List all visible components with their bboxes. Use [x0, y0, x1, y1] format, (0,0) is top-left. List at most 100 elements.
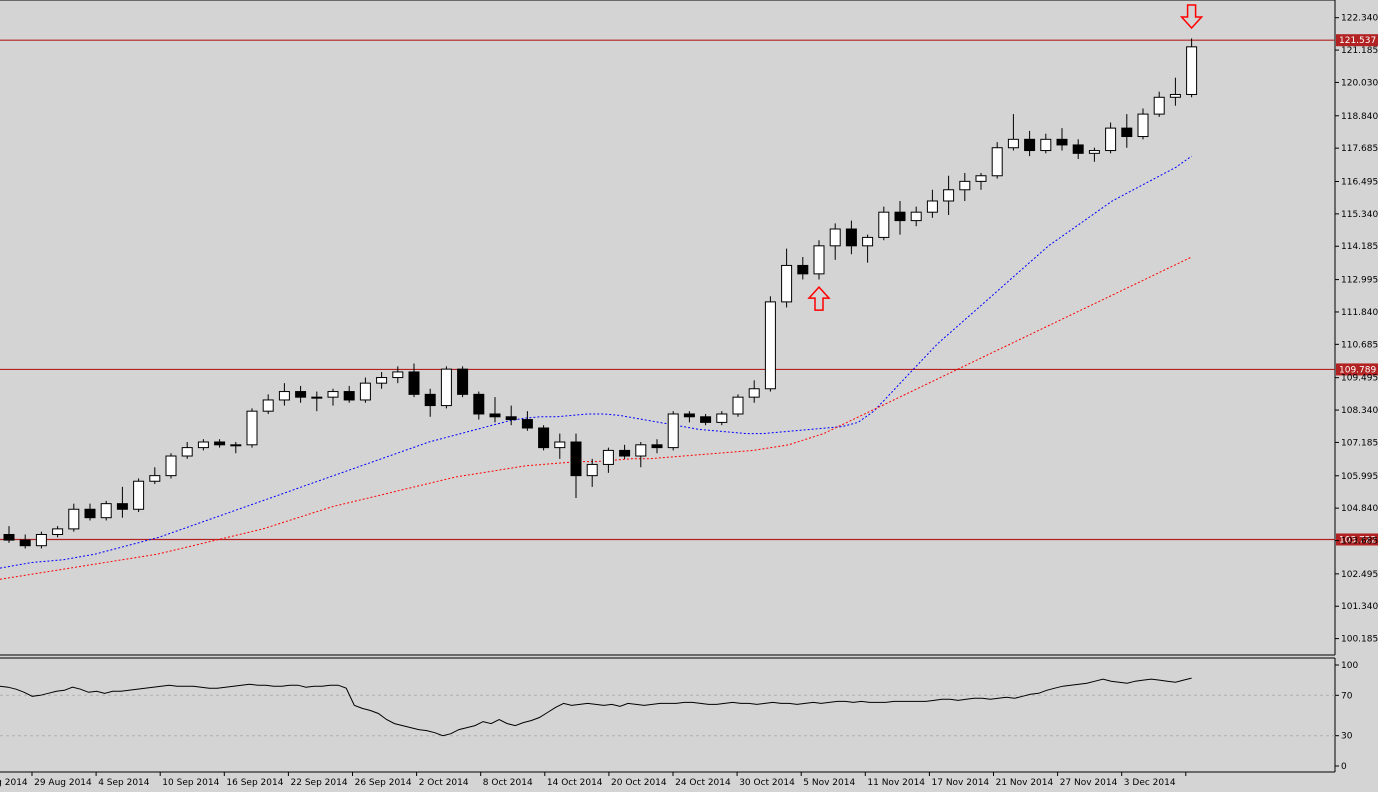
bearish-candle-body — [214, 441, 226, 446]
down-arrow-icon — [1179, 4, 1204, 30]
candle — [829, 223, 841, 260]
price-axis: 122.340 121.185 120.030 118.840 117.685 116.4… — [1335, 14, 1378, 645]
candle — [570, 433, 582, 499]
candle — [68, 503, 80, 532]
candle — [521, 411, 533, 431]
bullish-candle-body — [68, 508, 80, 530]
bullish-candle-body — [52, 528, 64, 535]
bullish-candle-body — [440, 368, 452, 407]
candle — [683, 411, 695, 423]
oscillator-tick-label: 100 — [1341, 661, 1358, 671]
bullish-candle-body — [1153, 96, 1165, 115]
bearish-candle-body — [538, 427, 550, 449]
oscillator-tick-label: 70 — [1341, 691, 1353, 701]
candle — [926, 189, 938, 218]
candle — [230, 442, 242, 454]
time-tick-label: 11 Nov 2014 — [867, 778, 925, 788]
bullish-candle-body — [862, 236, 874, 247]
time-tick-label: 10 Sep 2014 — [162, 778, 219, 788]
price-tick-label: 104.840 — [1341, 504, 1378, 514]
candle — [1040, 133, 1052, 154]
price-tick-label: 114.185 — [1341, 242, 1378, 252]
candle — [197, 439, 209, 451]
bearish-candle-body — [424, 393, 436, 407]
bearish-candle-body — [84, 508, 96, 519]
candle — [1072, 139, 1084, 159]
bullish-candle-body — [35, 533, 47, 547]
bullish-candle-body — [1169, 93, 1181, 98]
time-tick-label: 22 Sep 2014 — [291, 778, 348, 788]
price-tick-label: 100.185 — [1341, 635, 1378, 645]
price-tick-label: 111.840 — [1341, 308, 1378, 318]
candle — [116, 486, 128, 518]
bearish-candle-body — [521, 419, 533, 429]
up-arrow-icon — [807, 285, 831, 311]
time-tick-label: 21 Nov 2014 — [996, 778, 1054, 788]
bullish-candle-body — [1040, 138, 1052, 152]
level-price-label: 109.789 — [1339, 365, 1376, 375]
candle — [862, 234, 874, 263]
bearish-candle-body — [3, 533, 15, 541]
candle — [35, 531, 47, 549]
candle — [619, 444, 631, 459]
candle — [732, 394, 744, 417]
level-price-tag — [1336, 34, 1378, 47]
signal-arrows — [807, 4, 1204, 311]
time-tick-label: 3 Dec 2014 — [1124, 778, 1176, 788]
oscillator-panel: 100 70 30 0 — [0, 657, 1358, 773]
candle — [343, 385, 355, 403]
time-tick-label: 30 Oct 2014 — [739, 778, 795, 788]
price-tick-label: 108.340 — [1341, 406, 1378, 416]
bullish-candle-body — [991, 147, 1003, 177]
bearish-candle-body — [408, 371, 420, 395]
candle — [100, 500, 112, 521]
candle — [959, 172, 971, 201]
price-tick-label: 116.495 — [1341, 178, 1378, 188]
bullish-candle-body — [278, 391, 290, 401]
candle — [1186, 38, 1198, 98]
bullish-candle-body — [975, 175, 987, 182]
bullish-candle-body — [732, 396, 744, 415]
time-tick-label: 16 Sep 2014 — [226, 778, 283, 788]
bearish-candle-body — [570, 441, 582, 477]
candle — [651, 439, 663, 454]
oscillator-levels — [0, 694, 1335, 737]
bearish-candle-body — [505, 416, 517, 421]
candle — [1105, 122, 1117, 154]
candle — [505, 405, 517, 426]
candle — [845, 220, 857, 255]
candle — [262, 394, 274, 414]
bearish-candle-body — [683, 413, 695, 418]
price-tick-label: 107.185 — [1341, 438, 1378, 448]
candle — [586, 458, 598, 487]
price-tick-label: 120.030 — [1341, 78, 1378, 88]
bullish-candle-body — [311, 396, 323, 399]
candle — [975, 172, 987, 190]
oscillator-axis: 100 70 30 0 — [1335, 661, 1358, 772]
bullish-candle-body — [943, 189, 955, 202]
bullish-candle-body — [829, 228, 841, 247]
candle — [1137, 108, 1149, 140]
candle — [359, 377, 371, 403]
level-price-tag — [1336, 363, 1378, 376]
candle — [295, 385, 307, 403]
bullish-candle-body — [910, 211, 922, 222]
moving-averages — [0, 155, 1192, 580]
bullish-candle-body — [667, 413, 679, 449]
price-tick-label: 117.685 — [1341, 144, 1378, 154]
bullish-candle-body — [246, 410, 258, 446]
bearish-candle-body — [651, 444, 663, 449]
candle — [700, 413, 712, 426]
bullish-candle-body — [392, 371, 404, 379]
bullish-candle-body — [230, 444, 242, 447]
time-tick-label: 26 Aug 2014 — [0, 778, 28, 788]
level-price-label: 103.722 — [1339, 535, 1376, 545]
bullish-candle-body — [926, 200, 938, 213]
candle — [878, 206, 890, 241]
candle — [376, 371, 388, 389]
price-tick-label: 112.995 — [1341, 276, 1378, 286]
candle — [538, 425, 550, 451]
level-price-tag — [1336, 533, 1378, 546]
bearish-candle-body — [489, 413, 501, 418]
candle — [408, 363, 420, 398]
